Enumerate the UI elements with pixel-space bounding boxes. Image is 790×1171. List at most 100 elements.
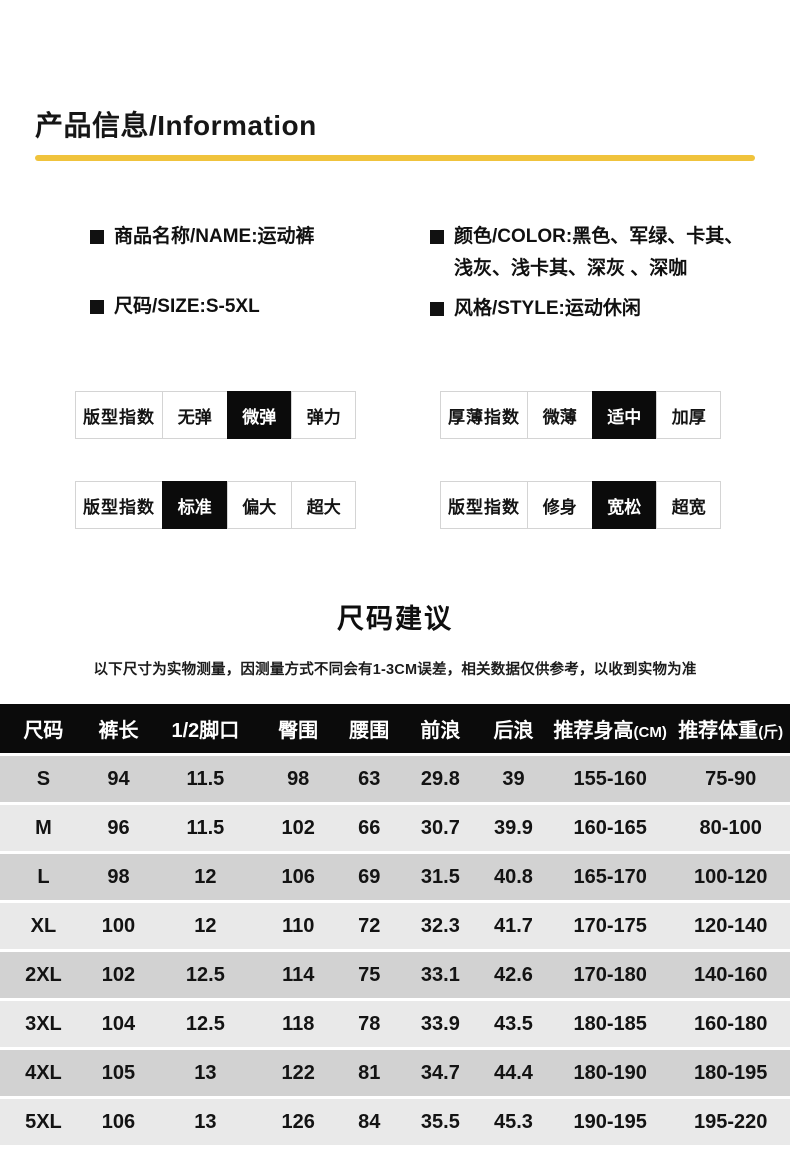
measurement-cell: 102 [281, 816, 315, 839]
index-table-fit-standard: 版型指数 标准 偏大 超大 [75, 481, 356, 529]
measurement-cell: 98 [287, 767, 310, 790]
size-chart-column-header: 后浪 [493, 720, 534, 742]
size-chart-column-header: 推荐体重(斤) [678, 720, 784, 742]
product-color-line1: 颜色/COLOR:黑色、军绿、卡其、 [454, 226, 744, 247]
measurement-cell: 29.8 [420, 767, 460, 790]
index-tables-row-2: 版型指数 标准 偏大 超大 版型指数 修身 宽松 超宽 [0, 481, 790, 529]
index-tables-section: 版型指数 无弹 微弹 弹力 厚薄指数 微薄 适中 加厚 版型指数 标准 偏大 超大 版型指数 修身宽… [0, 391, 790, 529]
measurement-cell: 13 [194, 1110, 217, 1133]
page-title: 产品信息/Information [35, 110, 317, 141]
measurement-cell: 155-160 [573, 767, 647, 790]
size-chart-row-4XL: 4XL 105 13 122 81 34.7 44.4 180-190 180-195 [0, 1050, 790, 1096]
measurement-cell: 13 [194, 1061, 217, 1084]
square-bullet-icon [90, 230, 104, 244]
index-option: 微薄 [527, 392, 592, 438]
measurement-cell: 12 [194, 865, 217, 888]
product-style-text: 风格/STYLE:运动休闲 [454, 298, 641, 319]
measurement-cell: 126 [281, 1110, 315, 1133]
measurement-cell: 39.9 [493, 816, 533, 839]
measurement-cell: 114 [282, 963, 315, 986]
measurement-cell: 100-120 [693, 865, 768, 888]
measurement-cell: 72 [358, 914, 381, 937]
measurement-cell: 81 [358, 1061, 381, 1084]
index-table-fit-loose: 版型指数 修身 宽松 超宽 [440, 481, 721, 529]
product-color-text: 颜色/COLOR:黑色、军绿、卡其、 浅灰、浅卡其、深灰 、深咖 [454, 225, 743, 281]
measurement-cell: 100 [101, 914, 136, 937]
index-option: 加厚 [656, 392, 721, 438]
title-underline-accent [35, 155, 755, 161]
measurement-cell: 31.5 [420, 865, 460, 888]
index-table-thickness: 厚薄指数 微薄 适中 加厚 [440, 391, 721, 439]
square-bullet-icon [430, 302, 444, 316]
product-size-text: 尺码/SIZE:S-5XL [114, 296, 260, 317]
measurement-cell: 75 [358, 963, 381, 986]
size-chart-row-L: L 98 12 106 69 31.5 40.8 165-170 100-120 [0, 854, 790, 900]
size-cell: L [37, 865, 50, 888]
index-option: 无弹 [162, 392, 227, 438]
size-cell: XL [30, 914, 57, 937]
size-cell: M [35, 816, 52, 839]
index-table-label: 版型指数 [83, 407, 155, 427]
measurement-cell: 42.6 [493, 963, 533, 986]
index-table-label: 版型指数 [83, 497, 155, 517]
index-option-selected: 标准 [162, 481, 227, 529]
measurement-cell: 35.5 [420, 1110, 460, 1133]
measurement-cell: 40.8 [493, 865, 533, 888]
measurement-cell: 105 [101, 1061, 136, 1084]
measurement-cell: 160-180 [693, 1012, 768, 1035]
measurement-cell: 39 [502, 767, 525, 790]
measurement-cell: 120-140 [693, 914, 768, 937]
spec-column-left: 商品名称/NAME:运动裤 尺码/SIZE:S-5XL [90, 225, 430, 321]
index-option-selected: 微弹 [226, 391, 291, 439]
measurement-cell: 98 [107, 865, 130, 888]
measurement-cell: 110 [282, 914, 315, 937]
size-chart-header-row: 尺码 裤长 1/2脚口 臀围 腰围 前浪 后浪 推荐身高(CM) 推荐体重(斤) [0, 704, 790, 753]
measurement-cell: 75-90 [705, 767, 757, 790]
size-chart-row-XL: XL 100 12 110 72 32.3 41.7 170-175 120-140 [0, 903, 790, 949]
index-table-label: 版型指数 [448, 497, 520, 517]
measurement-cell: 106 [101, 1110, 136, 1133]
measurement-cell: 45.3 [493, 1110, 533, 1133]
size-chart-row-M: M 96 11.5 102 66 30.7 39.9 160-165 80-100 [0, 805, 790, 851]
measurement-cell: 118 [282, 1012, 315, 1035]
index-tables-row-1: 版型指数 无弹 微弹 弹力 厚薄指数 微薄 适中 加厚 [0, 391, 790, 439]
measurement-cell: 69 [358, 865, 381, 888]
measurement-cell: 140-160 [693, 963, 768, 986]
measurement-cell: 180-190 [573, 1061, 647, 1084]
measurement-cell: 84 [358, 1110, 381, 1133]
square-bullet-icon [430, 230, 444, 244]
measurement-cell: 122 [281, 1061, 315, 1084]
size-cell: 4XL [25, 1061, 62, 1084]
index-option: 偏大 [226, 482, 292, 528]
measurement-cell: 11.5 [186, 816, 225, 839]
index-option: 弹力 [291, 392, 356, 438]
square-bullet-icon [90, 300, 104, 314]
size-chart-row-5XL: 5XL 106 13 126 84 35.5 45.3 190-195 195-220 [0, 1099, 790, 1145]
measurement-cell: 12.5 [185, 963, 225, 986]
measurement-cell: 12.5 [185, 1012, 225, 1035]
size-chart-column-header: 推荐身高(CM) [553, 720, 667, 742]
product-spec-bullets: 商品名称/NAME:运动裤 尺码/SIZE:S-5XL 颜色/COLOR:黑色、… [0, 225, 790, 321]
spec-item-color: 颜色/COLOR:黑色、军绿、卡其、 浅灰、浅卡其、深灰 、深咖 [430, 225, 790, 281]
measurement-cell: 170-180 [573, 963, 647, 986]
measurement-cell: 195-220 [693, 1110, 768, 1133]
size-suggestion-title: 尺码建议 [337, 604, 453, 634]
spec-column-right: 颜色/COLOR:黑色、军绿、卡其、 浅灰、浅卡其、深灰 、深咖 风格/STYL… [430, 225, 790, 321]
size-chart-row-S: S 94 11.5 98 63 29.8 39 155-160 75-90 [0, 756, 790, 802]
product-info-section: 产品信息/Information [0, 0, 790, 161]
size-chart-table: 尺码 裤长 1/2脚口 臀围 腰围 前浪 后浪 推荐身高(CM) 推荐体重(斤) S 94 11.5… [0, 704, 790, 1145]
measurement-cell: 63 [358, 767, 381, 790]
measurement-cell: 11.5 [186, 767, 225, 790]
size-chart-column-header: 臀围 [278, 720, 319, 742]
size-cell: 3XL [25, 1012, 62, 1035]
index-option: 超宽 [656, 482, 721, 528]
size-measurement-note: 以下尺寸为实物测量，因测量方式不同会有1-3CM误差，相关数据仅供参考，以收到实… [93, 662, 697, 678]
measurement-cell: 102 [101, 963, 136, 986]
size-chart-column-header: 1/2脚口 [171, 720, 240, 742]
measurement-cell: 94 [107, 767, 130, 790]
size-chart-column-header: 前浪 [420, 720, 461, 742]
spec-item-style: 风格/STYLE:运动休闲 [430, 297, 790, 321]
measurement-cell: 104 [101, 1012, 136, 1035]
measurement-cell: 190-195 [573, 1110, 647, 1133]
index-table-label: 厚薄指数 [448, 407, 520, 427]
